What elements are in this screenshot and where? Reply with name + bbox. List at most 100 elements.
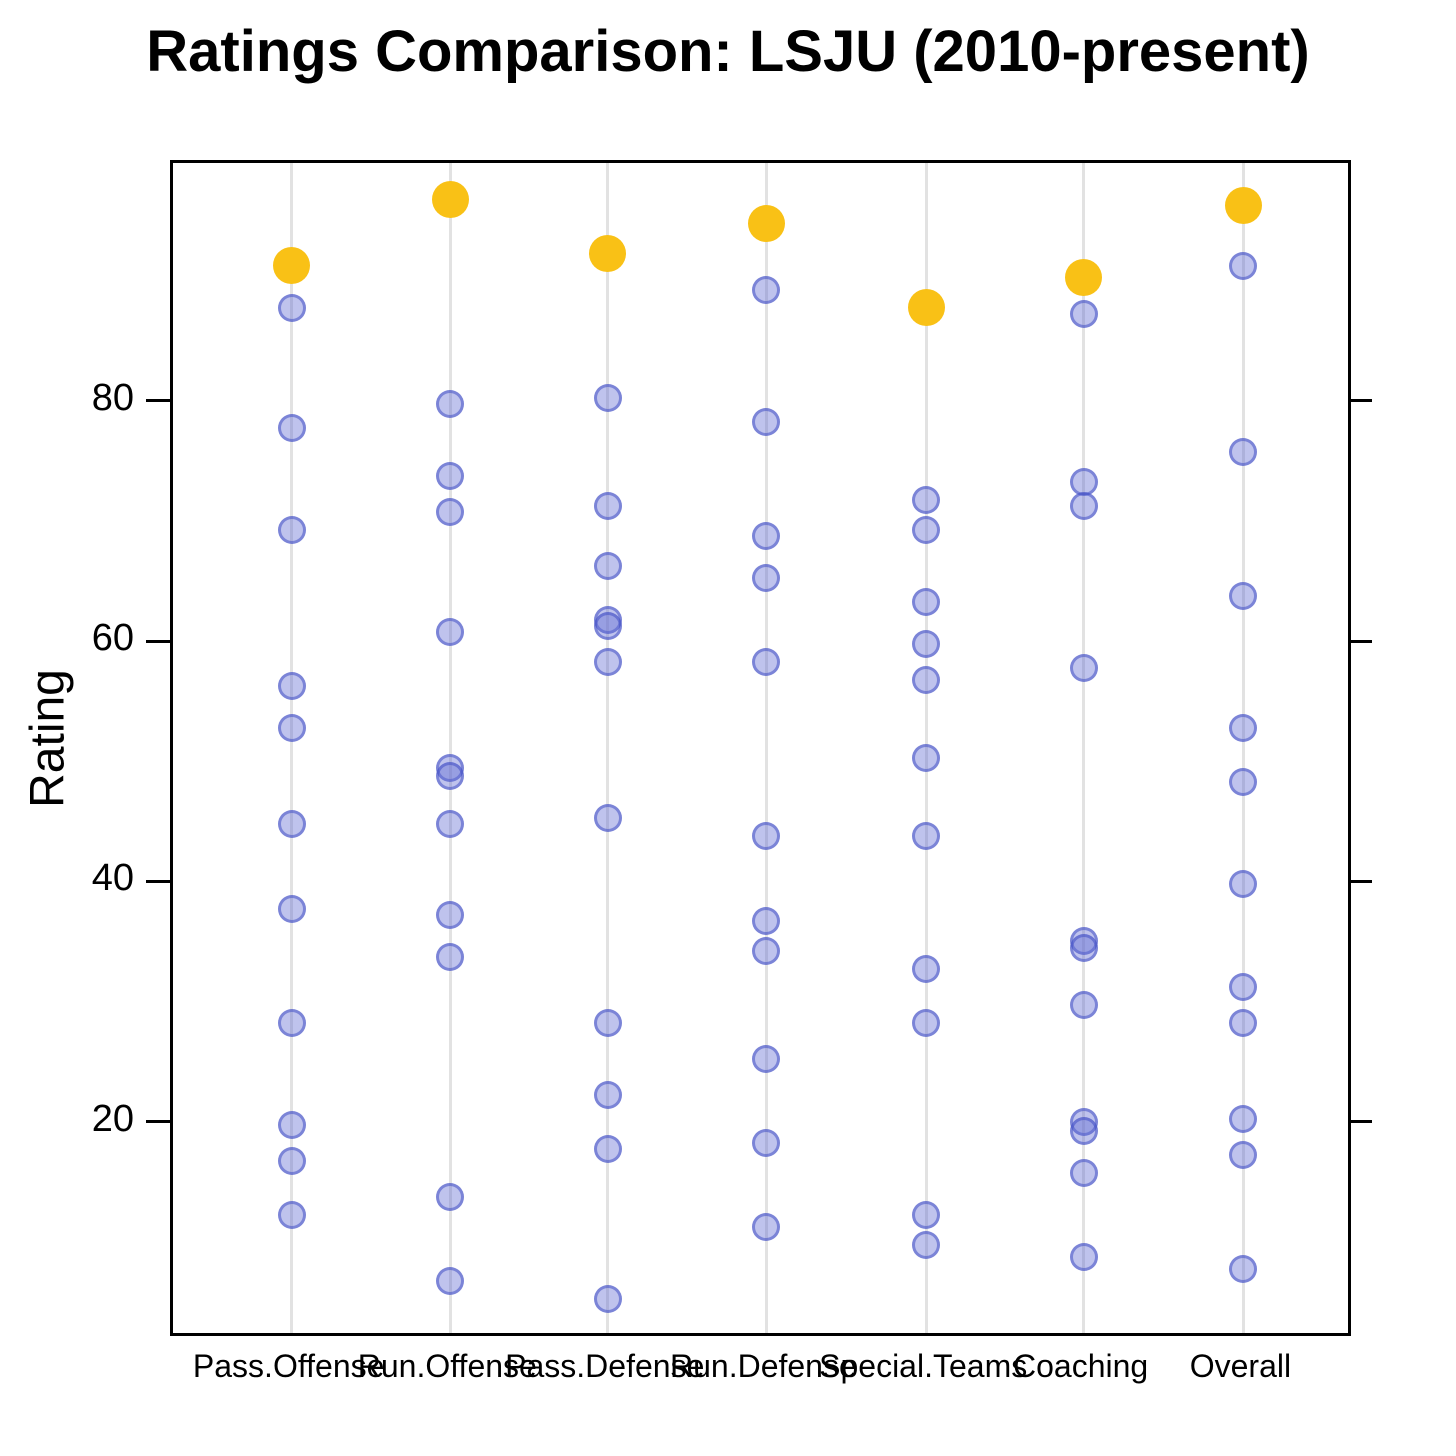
season-rating-dot — [277, 515, 306, 544]
y-tick-label: 80 — [91, 376, 134, 419]
season-rating-dot — [752, 906, 781, 935]
season-rating-dot — [912, 666, 941, 695]
season-rating-dot — [752, 564, 781, 593]
season-rating-dot — [912, 630, 941, 659]
highlight-rating-dot — [747, 205, 785, 243]
y-tick-label: 60 — [91, 617, 134, 660]
season-rating-dot — [1069, 1116, 1098, 1145]
season-rating-dot — [436, 942, 465, 971]
season-rating-dot — [912, 744, 941, 773]
season-rating-dot — [752, 275, 781, 304]
season-rating-dot — [277, 1110, 306, 1139]
highlight-rating-dot — [1065, 259, 1103, 297]
season-rating-dot — [593, 1080, 622, 1109]
season-rating-dot — [1229, 437, 1258, 466]
season-rating-dot — [752, 936, 781, 965]
highlight-rating-dot — [1224, 187, 1262, 225]
season-rating-dot — [752, 407, 781, 436]
category-gridline — [1241, 163, 1245, 1333]
category-gridline — [448, 163, 452, 1333]
season-rating-dot — [1229, 714, 1258, 743]
category-label: Run.Defense — [669, 1348, 857, 1384]
y-axis-tick-left — [146, 639, 170, 643]
season-rating-dot — [593, 1008, 622, 1037]
season-rating-dot — [277, 1146, 306, 1175]
y-axis-tick-right — [1348, 879, 1372, 883]
highlight-rating-dot — [273, 247, 311, 285]
season-rating-dot — [752, 1044, 781, 1073]
category-gridline — [764, 163, 768, 1333]
y-tick-label: 20 — [91, 1097, 134, 1140]
y-axis-tick-left — [146, 1120, 170, 1124]
highlight-rating-dot — [431, 181, 469, 218]
season-rating-dot — [277, 810, 306, 839]
season-rating-dot — [752, 1212, 781, 1241]
season-rating-dot — [277, 413, 306, 442]
season-rating-dot — [436, 461, 465, 490]
season-rating-dot — [593, 648, 622, 677]
highlight-rating-dot — [907, 289, 945, 327]
season-rating-dot — [1069, 491, 1098, 520]
season-rating-dot — [1229, 1008, 1258, 1037]
season-rating-dot — [593, 1285, 622, 1314]
season-rating-dot — [277, 672, 306, 701]
season-rating-dot — [1069, 990, 1098, 1019]
season-rating-dot — [593, 383, 622, 412]
category-label: Special.Teams — [819, 1348, 1028, 1384]
season-rating-dot — [277, 894, 306, 923]
season-rating-dot — [1229, 1104, 1258, 1133]
season-rating-dot — [1229, 1140, 1258, 1169]
y-axis-tick-right — [1348, 1120, 1372, 1124]
season-rating-dot — [593, 612, 622, 641]
season-rating-dot — [436, 810, 465, 839]
season-rating-dot — [1229, 251, 1258, 280]
y-axis-tick-left — [146, 399, 170, 403]
season-rating-dot — [277, 1200, 306, 1229]
season-rating-dot — [436, 497, 465, 526]
category-label: Pass.Defense — [505, 1348, 705, 1384]
highlight-rating-dot — [589, 235, 627, 273]
season-rating-dot — [752, 648, 781, 677]
season-rating-dot — [1229, 768, 1258, 797]
season-rating-dot — [752, 822, 781, 851]
season-rating-dot — [593, 804, 622, 833]
season-rating-dot — [593, 552, 622, 581]
season-rating-dot — [277, 1008, 306, 1037]
category-gridline — [290, 163, 294, 1333]
season-rating-dot — [1069, 654, 1098, 683]
season-rating-dot — [1069, 1158, 1098, 1187]
season-rating-dot — [436, 900, 465, 929]
season-rating-dot — [752, 1128, 781, 1157]
season-rating-dot — [1229, 870, 1258, 899]
season-rating-dot — [912, 1230, 941, 1259]
plot-panel — [170, 160, 1351, 1336]
category-gridline — [1082, 163, 1086, 1333]
season-rating-dot — [1069, 1243, 1098, 1271]
season-rating-dot — [912, 515, 941, 544]
season-rating-dot — [593, 1134, 622, 1163]
season-rating-dot — [436, 1182, 465, 1211]
y-tick-label: 40 — [91, 857, 134, 900]
season-rating-dot — [277, 714, 306, 743]
y-axis-tick-right — [1348, 639, 1372, 643]
y-axis-tick-right — [1348, 399, 1372, 403]
y-axis-tick-left — [146, 879, 170, 883]
season-rating-dot — [436, 618, 465, 647]
season-rating-dot — [436, 762, 465, 791]
season-rating-dot — [1069, 934, 1098, 963]
season-rating-dot — [912, 1008, 941, 1037]
season-rating-dot — [1229, 1255, 1258, 1284]
season-rating-dot — [912, 588, 941, 617]
category-label: Run.Offense — [357, 1348, 537, 1384]
season-rating-dot — [912, 822, 941, 851]
chart-title: Ratings Comparison: LSJU (2010-present) — [146, 19, 1310, 84]
category-label: Coaching — [1013, 1348, 1149, 1384]
season-rating-dot — [912, 485, 941, 514]
season-rating-dot — [436, 389, 465, 418]
season-rating-dot — [752, 521, 781, 550]
season-rating-dot — [912, 954, 941, 983]
season-rating-dot — [593, 491, 622, 520]
season-rating-dot — [277, 293, 306, 322]
season-rating-dot — [1229, 582, 1258, 611]
season-rating-dot — [1229, 972, 1258, 1001]
